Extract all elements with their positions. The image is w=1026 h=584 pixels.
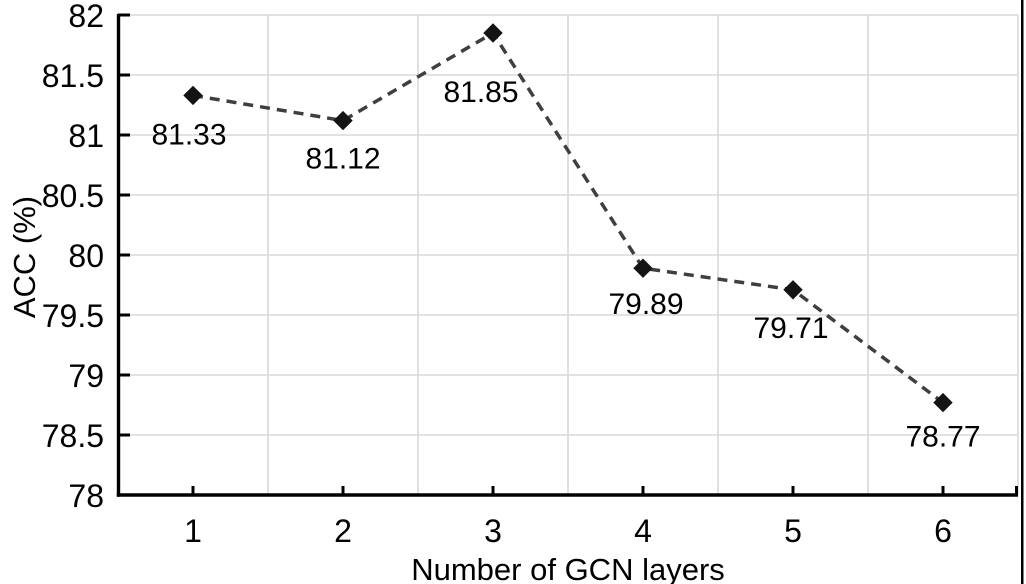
- data-point-marker: [783, 280, 803, 300]
- y-tick-label: 80: [68, 238, 104, 274]
- data-labels-layer: 81.33 81.12 81.85 79.89 79.71 78.77: [151, 76, 980, 454]
- y-tick-label: 80.5: [42, 178, 104, 214]
- y-tick-label: 78.5: [42, 418, 104, 454]
- axes-layer: [116, 13, 1018, 497]
- data-point-marker: [933, 392, 953, 413]
- x-tick-label: 3: [484, 513, 502, 549]
- data-point-marker: [483, 23, 503, 43]
- x-tick-label: 4: [634, 513, 652, 549]
- data-point-marker: [633, 258, 653, 278]
- data-point-label: 79.89: [608, 288, 683, 321]
- y-tick-label: 79: [68, 358, 104, 394]
- y-tick-label: 78: [68, 478, 104, 514]
- figure-right-border-line: [1021, 0, 1024, 584]
- series-layer: [183, 23, 953, 413]
- x-axis-title: Number of GCN layers: [411, 552, 725, 584]
- data-point-label: 78.77: [905, 421, 980, 454]
- data-point-label: 81.12: [305, 143, 380, 176]
- x-tick-label: 5: [784, 513, 802, 549]
- data-point-label: 79.71: [753, 312, 828, 345]
- tick-labels-layer: 78 78.5 79 79.5 80 80.5 81 81.5 82 1 2 3 4 5 6: [42, 0, 952, 549]
- y-tick-label: 79.5: [42, 298, 104, 334]
- y-axis-title: ACC (%): [7, 196, 42, 318]
- x-tick-label: 2: [334, 513, 352, 549]
- data-point-marker: [333, 110, 353, 131]
- y-tick-label: 81: [68, 118, 104, 154]
- y-tick-label: 82: [68, 0, 104, 34]
- x-tick-label: 6: [934, 513, 952, 549]
- gridlines-layer: [118, 14, 1019, 496]
- y-tick-label: 81.5: [42, 58, 104, 94]
- series-dashed-line: [192, 30, 945, 404]
- data-point-label: 81.33: [151, 118, 226, 151]
- data-point-label: 81.85: [443, 76, 518, 109]
- data-point-marker: [183, 85, 203, 106]
- x-tick-label: 1: [184, 513, 202, 549]
